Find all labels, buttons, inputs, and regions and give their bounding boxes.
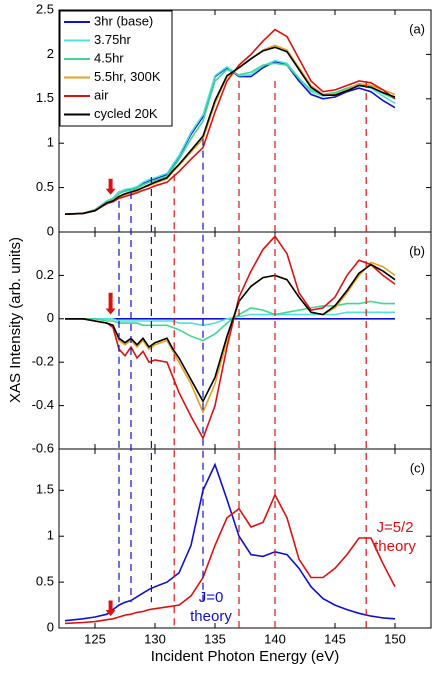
arrow bbox=[105, 292, 116, 315]
y-tick-label: 2.5 bbox=[36, 1, 54, 16]
y-tick-label: -0.2 bbox=[32, 354, 54, 369]
plot-frame bbox=[58, 448, 432, 629]
series-label: theory bbox=[374, 538, 416, 555]
y-tick-label: 0 bbox=[47, 619, 54, 634]
series-label: J=5/2 bbox=[376, 519, 413, 536]
x-axis-label: Incident Photon Energy (eV) bbox=[151, 648, 339, 665]
y-tick-label: 0 bbox=[47, 223, 54, 238]
y-tick-label: 1 bbox=[47, 135, 54, 150]
y-tick-label: 0.5 bbox=[36, 574, 54, 589]
x-tick-label: 125 bbox=[84, 631, 106, 646]
series-label: theory bbox=[190, 608, 232, 625]
legend-box bbox=[59, 10, 173, 127]
series-line bbox=[65, 261, 396, 415]
arrow bbox=[105, 600, 116, 617]
legend-label: 5.5hr, 300K bbox=[94, 69, 161, 84]
series-line bbox=[65, 235, 396, 441]
series-line bbox=[64, 28, 396, 215]
x-tick-label: 130 bbox=[144, 631, 166, 646]
y-axis-label: XAS Intensity (arb. units) bbox=[7, 237, 24, 403]
arrow bbox=[105, 178, 116, 195]
series-line bbox=[64, 46, 396, 215]
legend-label: air bbox=[94, 87, 109, 102]
y-tick-label: 1.5 bbox=[36, 482, 54, 497]
y-tick-label: 0 bbox=[47, 310, 54, 325]
series-line bbox=[65, 300, 395, 342]
y-tick-label: 1 bbox=[47, 528, 54, 543]
legend-label: 3hr (base) bbox=[94, 13, 153, 28]
y-tick-label: -0.6 bbox=[32, 440, 54, 455]
legend-label: cycled 20K bbox=[94, 106, 158, 121]
y-tick-label: -0.4 bbox=[32, 397, 54, 412]
panel-label: (a) bbox=[409, 21, 425, 36]
y-tick-label: 0.2 bbox=[36, 267, 54, 282]
series-line bbox=[65, 263, 396, 404]
x-tick-label: 140 bbox=[264, 631, 286, 646]
legend-label: 4.5hr bbox=[94, 50, 124, 65]
series-line bbox=[64, 462, 396, 622]
x-tick-label: 145 bbox=[324, 631, 346, 646]
x-tick-label: 150 bbox=[384, 631, 406, 646]
y-tick-label: 1.5 bbox=[36, 90, 54, 105]
series-label: J=0 bbox=[199, 589, 224, 606]
panel-label: (b) bbox=[409, 243, 425, 258]
series-line bbox=[64, 493, 396, 625]
panel-label: (c) bbox=[410, 460, 425, 475]
y-tick-label: 0.5 bbox=[36, 179, 54, 194]
x-tick-label: 135 bbox=[204, 631, 226, 646]
series-line bbox=[64, 62, 396, 215]
y-tick-label: 2 bbox=[47, 46, 54, 61]
legend-label: 3.75hr bbox=[94, 32, 132, 47]
